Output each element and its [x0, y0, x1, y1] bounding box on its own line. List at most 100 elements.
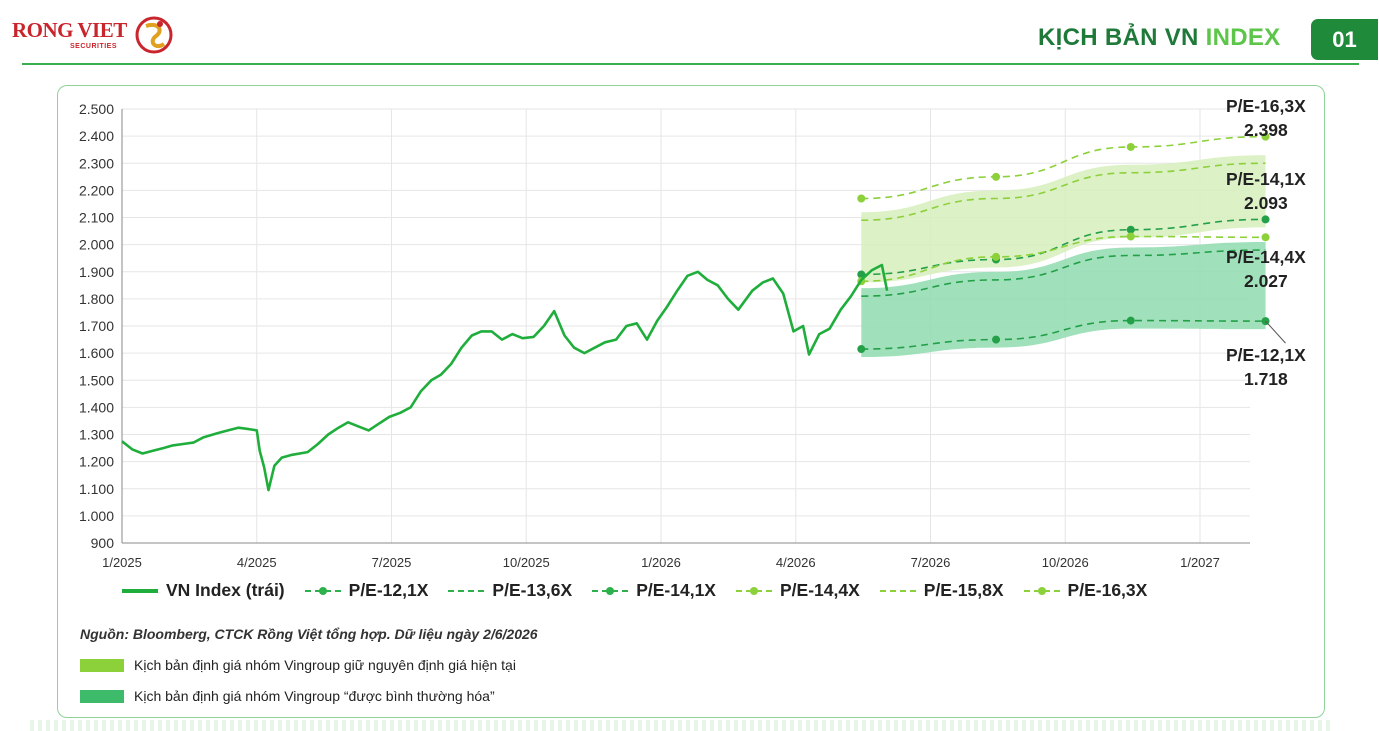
x-tick-label: 4/2025 — [237, 555, 277, 570]
scenario-band-light — [861, 155, 1266, 283]
header-divider — [22, 63, 1359, 65]
legend-item-pe-13-6: P/E-13,6X — [448, 580, 572, 601]
data-point — [1126, 316, 1135, 325]
legend-item-pe-15-8: P/E-15,8X — [879, 580, 1004, 601]
logo-subtext: SECURITIES — [70, 43, 118, 50]
legend-dash-dot-light-icon — [735, 586, 772, 595]
series-line-P/E-14,4X — [861, 235, 1266, 283]
annotation-pe-14-1: P/E-14,1X 2.093 — [1226, 167, 1306, 215]
y-tick-label: 2.500 — [79, 101, 114, 117]
x-tick-label: 10/2026 — [1042, 555, 1089, 570]
legend-label: P/E-12,1X — [348, 580, 429, 600]
series-line-P/E-12,1X — [861, 319, 1266, 350]
legend-label: P/E-13,6X — [492, 580, 573, 600]
data-point — [992, 335, 1001, 344]
data-point — [1261, 233, 1270, 242]
annotation-value: 1.718 — [1243, 369, 1288, 389]
annotation-label: P/E-12,1X — [1226, 345, 1306, 365]
y-tick-label: 2.200 — [79, 182, 114, 198]
source-note: Nguồn: Bloomberg, CTCK Rồng Việt tổng hợ… — [80, 626, 538, 642]
title-part-2: INDEX — [1205, 24, 1281, 51]
data-point — [1126, 142, 1135, 151]
legend-dash-light-icon — [879, 589, 916, 592]
y-tick-label: 2.000 — [79, 237, 114, 253]
data-point — [1261, 132, 1270, 141]
x-tick-label: 7/2026 — [911, 555, 951, 570]
annotation-label: P/E-14,1X — [1226, 169, 1306, 189]
y-tick-label: 1.300 — [79, 427, 114, 443]
y-tick-label: 1.600 — [79, 345, 114, 361]
annotation-pe-12-1: P/E-12,1X 1.718 — [1226, 343, 1306, 391]
page-title: KỊCH BẢN VN INDEX — [1038, 24, 1280, 52]
data-point — [1126, 225, 1135, 234]
legend-label: P/E-16,3X — [1067, 580, 1148, 600]
data-point — [1126, 232, 1135, 241]
y-tick-label: 1.200 — [79, 454, 114, 470]
x-tick-label: 1/2025 — [102, 555, 142, 570]
scenario-1-legend: Kịch bản định giá nhóm Vingroup giữ nguy… — [80, 657, 516, 673]
data-point — [992, 252, 1001, 261]
logo-text: RONG VIET — [12, 18, 127, 42]
legend-dash-dot-icon — [592, 586, 629, 595]
annotation-pe-16-3: P/E-16,3X 2.398 — [1226, 94, 1306, 142]
annotation-value: 2.093 — [1243, 193, 1288, 213]
legend-dash-dot-icon — [304, 586, 341, 595]
data-point — [992, 172, 1001, 181]
series-line-P/E-16,3X — [861, 135, 1266, 200]
legend-dash-icon — [448, 589, 485, 592]
x-tick-label: 1/2026 — [641, 555, 681, 570]
x-tick-label: 4/2026 — [776, 555, 816, 570]
y-tick-label: 1.900 — [79, 264, 114, 280]
series-line-P/E-14,1X — [861, 218, 1266, 276]
legend-label: VN Index (trái) — [166, 580, 285, 600]
scenario-2-legend: Kịch bản định giá nhóm Vingroup “được bì… — [80, 688, 495, 704]
x-tick-label: 10/2025 — [503, 555, 550, 570]
annotation-value: 2.027 — [1243, 271, 1288, 291]
legend-item-pe-14-1: P/E-14,1X — [592, 580, 716, 601]
scenario-2-label: Kịch bản định giá nhóm Vingroup “được bì… — [134, 688, 495, 704]
dragon-logo-icon — [135, 16, 173, 54]
vn-index-line — [121, 263, 889, 492]
decorative-footer-strip — [30, 720, 1330, 731]
series-line-P/E-15,8X — [861, 162, 1266, 222]
data-point — [857, 345, 866, 354]
legend-item-vn-index: VN Index (trái) — [122, 580, 285, 601]
y-tick-label: 1.400 — [79, 399, 114, 415]
legend-label: P/E-15,8X — [923, 580, 1004, 600]
page-number-badge: 01 — [1311, 19, 1378, 60]
y-tick-label: 2.100 — [79, 210, 114, 226]
legend-label: P/E-14,4X — [779, 580, 860, 600]
scenario-1-swatch — [80, 658, 124, 672]
data-point — [857, 194, 866, 203]
x-tick-label: 7/2025 — [372, 555, 412, 570]
annotation-leader-line — [1265, 320, 1286, 344]
annotation-pe-14-4: P/E-14,4X 2.027 — [1226, 245, 1306, 293]
chart-legend: VN Index (trái) P/E-12,1X P/E-13,6X P/E-… — [122, 580, 1167, 601]
legend-label: P/E-14,1X — [636, 580, 716, 600]
annotation-label: P/E-16,3X — [1226, 96, 1306, 116]
series-line-P/E-13,6X — [861, 249, 1266, 297]
legend-dash-dot-light-icon — [1023, 586, 1060, 595]
legend-item-pe-16-3: P/E-16,3X — [1023, 580, 1148, 601]
annotation-value: 2.398 — [1243, 120, 1288, 140]
title-part-1: KỊCH BẢN VN — [1038, 24, 1206, 51]
y-tick-label: 2.300 — [79, 155, 114, 171]
company-logo: RONG VIET SECURITIES — [12, 14, 173, 56]
scenario-2-swatch — [80, 689, 124, 703]
y-tick-label: 1.100 — [79, 481, 114, 497]
legend-item-pe-12-1: P/E-12,1X — [304, 580, 429, 601]
y-tick-label: 1.500 — [79, 372, 114, 388]
y-tick-label: 1.000 — [79, 508, 114, 524]
y-tick-label: 1.800 — [79, 291, 114, 307]
legend-solid-line-icon — [122, 588, 158, 593]
x-tick-label: 1/2027 — [1180, 555, 1220, 570]
annotation-label: P/E-14,4X — [1226, 247, 1306, 267]
scenario-1-label: Kịch bản định giá nhóm Vingroup giữ nguy… — [134, 657, 516, 673]
y-tick-label: 900 — [91, 535, 115, 551]
legend-item-pe-14-4: P/E-14,4X — [735, 580, 860, 601]
y-tick-label: 2.400 — [79, 128, 114, 144]
data-point — [1261, 215, 1270, 224]
scenario-band-dark — [861, 242, 1266, 358]
y-tick-label: 1.700 — [79, 318, 114, 334]
